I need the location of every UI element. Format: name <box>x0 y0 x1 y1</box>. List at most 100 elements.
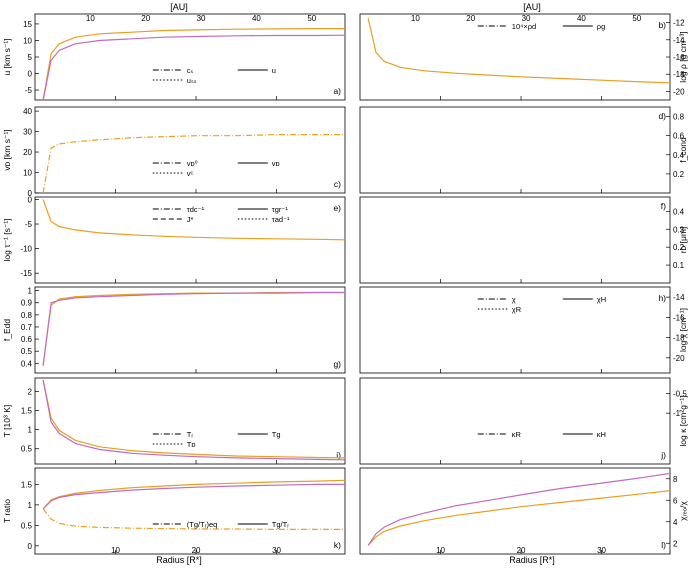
panel-a: -5 0 5 10 15 u [km s⁻¹] a) cₛ u uₛₛ <box>2 13 346 101</box>
panel-h: -20 -18 -16 -14 log χ [cm⁻¹] h) χ χH χR <box>359 286 688 374</box>
panel-tag: b) <box>658 20 666 30</box>
y-tick-label: 0.8 <box>21 311 33 320</box>
y-tick-label: 0.8 <box>673 113 685 122</box>
top-axis-label-right: [AU] <box>523 2 541 12</box>
y-tick-label: 1 <box>28 287 33 296</box>
panel-frame <box>34 286 346 374</box>
panel-tag: l) <box>661 540 666 550</box>
legend-label: χR <box>512 305 522 314</box>
y-tick-label: 0.4 <box>673 151 685 160</box>
series-line-i_tg_pink <box>42 379 346 461</box>
y-tick-label: 0.4 <box>21 359 33 368</box>
panel-d: 0.2 0.4 0.6 0.8 f_cond d) <box>359 106 688 194</box>
y-tick-label: -18 <box>673 334 685 343</box>
top-tick-label: 20 <box>466 14 475 23</box>
top-tick-label: 50 <box>632 14 641 23</box>
series-line-k_ratio_orange <box>42 479 346 510</box>
legend-label: cₛ <box>187 66 194 75</box>
x-tick-label: 30 <box>272 546 281 555</box>
legend-label: κH <box>597 430 606 439</box>
panel-c: 0 10 20 30 40 vᴅ [km s⁻¹] c) vᴅ⁰ vᴅ vᶜ <box>2 106 346 198</box>
panel-e: -15 -10 -5 0 log τ⁻¹ [s⁻¹] e) τdc⁻¹ τgr⁻¹ J* τad⁻… <box>2 195 346 284</box>
legend-label: (Tg/Tᵣ)eq <box>187 520 218 529</box>
panel-tag: h) <box>658 293 666 303</box>
top-tick-label: 20 <box>141 14 150 23</box>
y-tick-label: 4 <box>673 518 678 527</box>
y-tick-label: 10 <box>23 169 32 178</box>
series-line-a_u_pink <box>42 34 346 101</box>
y-tick-label: -16 <box>673 313 685 322</box>
panel-frame <box>34 467 346 555</box>
y-tick-label: 20 <box>23 148 32 157</box>
top-tick-label: 10 <box>86 14 95 23</box>
panel-frame <box>359 196 671 284</box>
y-axis-label: f_Edd <box>2 319 12 341</box>
y-tick-label: -14 <box>673 293 685 302</box>
panel-b: -20 -18 -16 -14 -12 log ρ [g cm⁻³] b) 10⁴×ρd ρg <box>359 13 688 101</box>
legend-label: ρg <box>597 22 605 31</box>
bottom-axis-label-right: Radius [R*] <box>509 555 555 565</box>
y-axis-label: log ρ [g cm⁻³] <box>678 31 688 82</box>
y-tick-label: -14 <box>673 36 685 45</box>
series-line-e_gr_orange <box>42 199 346 241</box>
y-tick-label: 1 <box>28 501 33 510</box>
y-tick-label: 0.9 <box>21 299 33 308</box>
y-tick-label: 0.6 <box>673 132 685 141</box>
y-tick-label: 0.4 <box>673 207 685 216</box>
series-line-i_tg_orange <box>42 379 346 459</box>
x-tick-label: 20 <box>192 546 201 555</box>
y-tick-label: 10 <box>23 36 32 45</box>
legend-label: χH <box>597 295 606 304</box>
legend-label: 10⁴×ρd <box>512 22 536 31</box>
panel-l: 2 4 6 8 χᵣₑₒ/χ l) <box>359 467 688 555</box>
series-line-k_eq_orange <box>42 508 345 531</box>
panel-k: 0 0.5 1 1.5 T ratio k) (Tg/Tᵣ)eq Tg/Tᵣ <box>2 467 346 555</box>
x-tick-label: 20 <box>517 546 526 555</box>
y-axis-label: log τ⁻¹ [s⁻¹] <box>2 218 12 261</box>
y-tick-label: 0.2 <box>673 170 685 179</box>
y-tick-label: 0.2 <box>673 243 685 252</box>
series-line-l_orange <box>367 490 671 546</box>
x-tick-label: 10 <box>436 546 445 555</box>
y-axis-label: f_cond <box>678 137 688 163</box>
panel-frame <box>359 286 671 374</box>
legend-label: vᶜ <box>187 169 194 178</box>
x-tick-label: 30 <box>597 546 606 555</box>
panel-frame <box>359 106 671 194</box>
legend-label: J* <box>187 215 194 224</box>
panel-tag: e) <box>333 203 341 213</box>
panel-frame <box>34 377 346 465</box>
series-line-g_fedd_orange <box>42 291 345 366</box>
y-tick-label: 0.5 <box>21 521 33 530</box>
top-tick-label: 10 <box>411 14 420 23</box>
panel-tag: i) <box>336 450 341 460</box>
y-axis-label: T [10³ K] <box>2 405 12 437</box>
y-tick-label: -10 <box>20 245 32 254</box>
y-axis-label: T ratio <box>2 499 12 523</box>
y-tick-label: -12 <box>673 19 685 28</box>
top-tick-label: 40 <box>577 14 586 23</box>
y-axis-label: u [km s⁻¹] <box>2 38 12 75</box>
y-tick-label: 0.3 <box>673 225 685 234</box>
panel-i: 0.5 1 1.5 2 T [10³ K] i) Tᵣ Tg Tᴅ <box>2 377 346 465</box>
y-tick-label: 2 <box>673 539 678 548</box>
legend-label: κR <box>512 430 522 439</box>
panel-tag: c) <box>334 179 341 189</box>
y-tick-label: 0 <box>28 70 33 79</box>
panel-f: 0.1 0.2 0.3 0.4 rᴅ [μm] f) <box>359 196 688 284</box>
y-tick-label: 1.5 <box>21 406 33 415</box>
top-tick-label: 30 <box>197 14 206 23</box>
series-line-c_vd_orange <box>42 134 345 194</box>
panel-frame <box>34 106 346 194</box>
y-tick-label: 0.1 <box>673 261 685 270</box>
series-line-a_u_orange <box>42 28 345 101</box>
legend-label: τad⁻¹ <box>272 215 290 224</box>
top-axis-label-left: [AU] <box>170 2 188 12</box>
y-tick-label: 0.7 <box>21 323 33 332</box>
panel-g: 0.4 0.5 0.6 0.7 0.8 0.9 1 f_Edd g) <box>2 286 346 374</box>
panel-tag: k) <box>334 540 341 550</box>
y-tick-label: 0 <box>28 195 33 204</box>
